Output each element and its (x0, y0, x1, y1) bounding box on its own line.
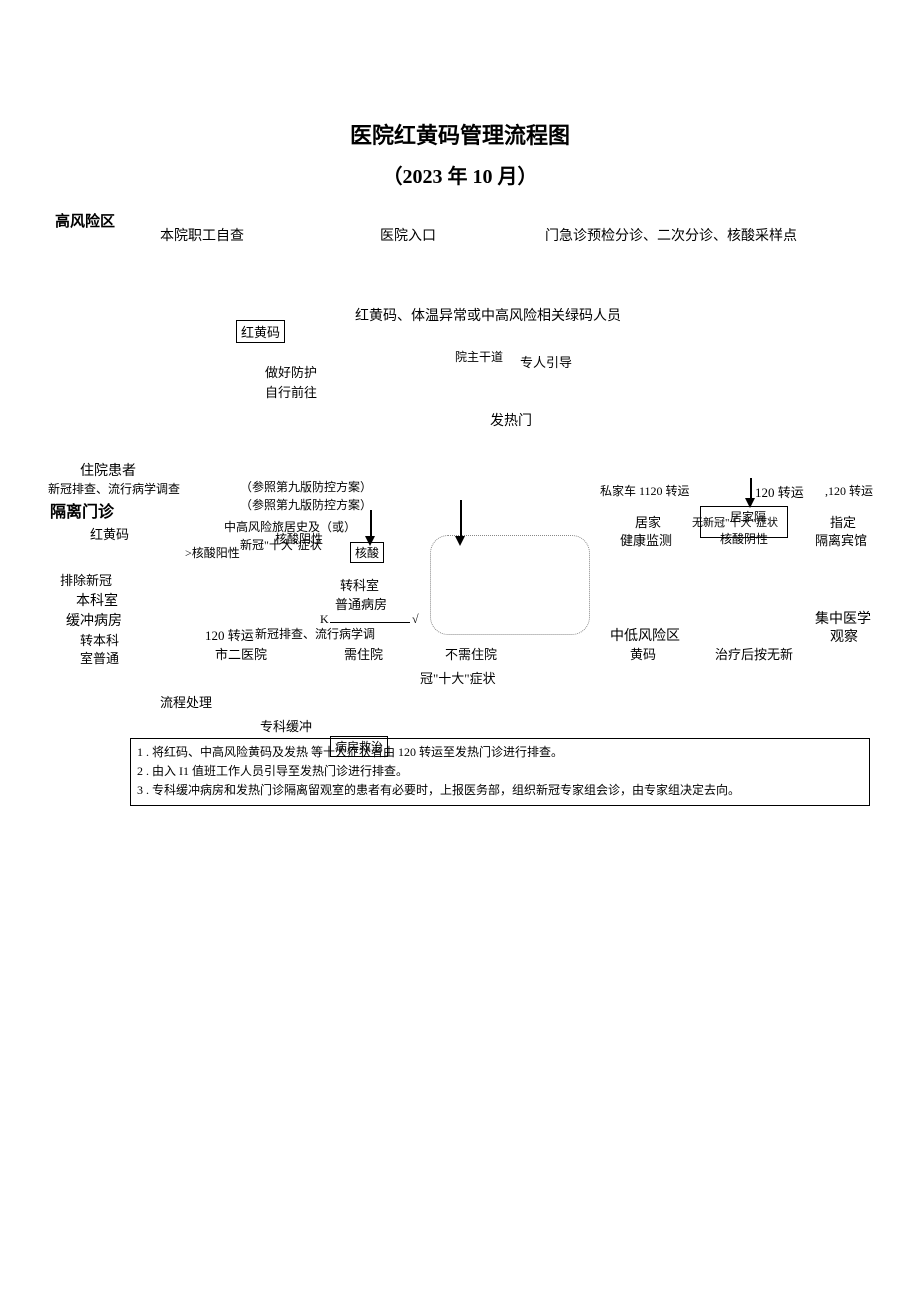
label-nuc-neg2: 核酸阴性 (720, 530, 768, 547)
note-line-3: 3 . 专科缓冲病房和发热门诊隔离留观室的患者有必要时，上报医务部，组织新冠专家… (137, 781, 863, 800)
label-mid-low: 中低风险区 (610, 625, 680, 645)
label-t120-2: 120 转运 (755, 482, 804, 501)
label-covid-epi: 新冠排查、流行病学调 (255, 625, 375, 642)
arrow-head-2 (455, 536, 465, 546)
dotted-region (430, 535, 590, 635)
label-no-adm: 不需住院 (445, 644, 497, 663)
page-title: 医院红黄码管理流程图 (0, 118, 920, 150)
label-protect: 做好防护 (265, 362, 317, 381)
label-des-hotel: 指定 (830, 512, 856, 531)
label-inpatient: 住院患者 (80, 460, 136, 480)
label-normal-ward: 普通病房 (335, 594, 387, 613)
label-covid-screen: 新冠排查、流行病学调查 (48, 480, 180, 497)
label-self-check: 本院职工自查 (160, 225, 244, 245)
label-process: 流程处理 (160, 692, 212, 711)
label-exclude-covid: 排除新冠 (60, 570, 112, 589)
label-guide: 专人引导 (520, 352, 572, 371)
label-transfer120: 120 转运 (205, 625, 254, 644)
label-ten-symptoms: 新冠"十大"症状 (240, 536, 322, 553)
label-transfer-dept: 转科室 (340, 575, 379, 594)
label-buffer-ward: 缓冲病房 (66, 610, 122, 630)
label-need-adm: 需住院 (344, 644, 383, 663)
label-room-normal: 室普通 (80, 648, 119, 667)
arrow-head-1 (365, 536, 375, 546)
label-main-corridor: 院主干道 (455, 348, 503, 365)
label-des-hotel2: 隔离宾馆 (815, 530, 867, 549)
label-high-risk: 高风险区 (55, 210, 115, 231)
arrow-stem-1 (370, 510, 372, 538)
label-fever-clinic: 发热门 (490, 410, 532, 430)
label-ten-sym2: 冠"十大"症状 (420, 668, 496, 687)
label-hospital-entry: 医院入口 (380, 225, 436, 245)
box-ry-code: 红黄码 (236, 320, 285, 343)
label-central-obs: 集中医学 (815, 608, 871, 628)
page-subtitle: （2023 年 10 月） (0, 160, 920, 189)
notes-box: 1 . 将红码、中高风险黄码及发热 等十大症状者由 120 转运至发热门诊进行排… (130, 738, 870, 806)
label-t120-3: ,120 转运 (825, 482, 873, 499)
label-iso-clinic: 隔离门诊 (50, 498, 114, 522)
arrow-stem-3 (750, 478, 752, 500)
label-after-treat: 治疗后按无新 (715, 644, 793, 663)
label-central-obs2: 观察 (830, 626, 858, 646)
note-line-2: 2 . 由入 I1 值班工作人员引导至发热门诊进行排查。 (137, 762, 863, 781)
label-abnormal: 红黄码、体温异常或中高风险相关绿码人员 (355, 305, 621, 325)
label-triage: 门急诊预检分诊、二次分诊、核酸采样点 (545, 225, 797, 245)
label-ref9b: （参照第九版防控方案） (240, 496, 372, 513)
label-private-car: 私家车 1120 转运 (600, 482, 690, 499)
label-spec-buffer: 专科缓冲 (260, 716, 312, 735)
label-ry-code2: 红黄码 (90, 524, 129, 543)
label-self-go: 自行前往 (265, 382, 317, 401)
line-k (330, 622, 410, 623)
label-no-ten: 无新冠"十大"症状 (692, 514, 778, 530)
label-check: √ (412, 612, 419, 627)
label-dept: 本科室 (76, 590, 118, 610)
label-yellow: 黄码 (630, 644, 656, 663)
label-monitor: 健康监测 (620, 530, 672, 549)
label-home: 居家 (635, 512, 661, 531)
note-line-1: 1 . 将红码、中高风险黄码及发热 等十大症状者由 120 转运至发热门诊进行排… (137, 743, 863, 762)
label-ref9a: （参照第九版防控方案） (240, 478, 372, 495)
label-nuc-pos: >核酸阳性 (185, 544, 240, 561)
label-to-dept: 转本科 (80, 630, 119, 649)
arrow-stem-2 (460, 500, 462, 538)
label-city2: 市二医院 (215, 644, 267, 663)
